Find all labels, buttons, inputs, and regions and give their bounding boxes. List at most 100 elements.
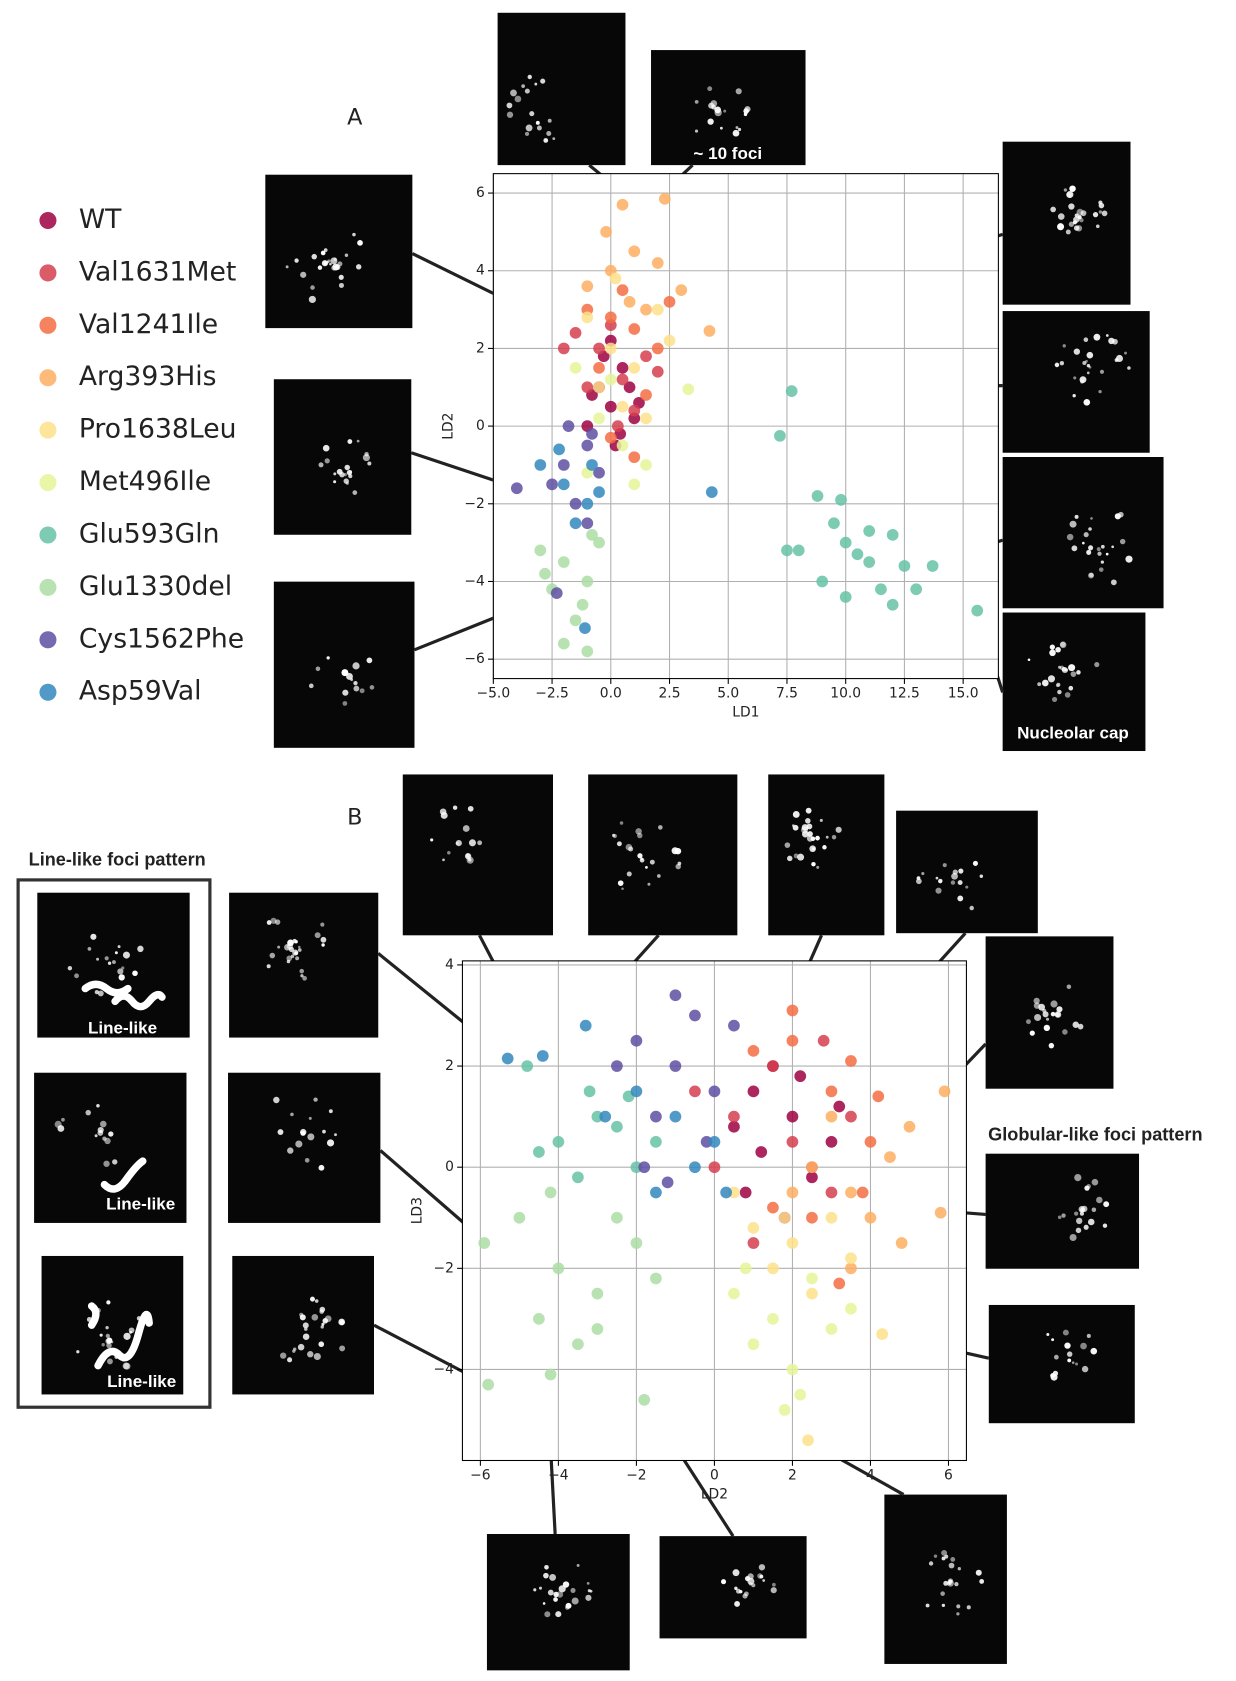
focus-spot [294,951,298,955]
focus-spot [1099,210,1102,213]
focus-spot [1055,363,1060,368]
focus-spot [736,126,739,129]
focus-spot [307,1351,313,1357]
focus-spot [627,871,632,876]
focus-spot [123,1333,130,1340]
focus-spot [108,1131,113,1136]
focus-spot [101,1343,104,1346]
y-tick-label: −4 [433,1361,454,1377]
data-point [935,1207,947,1219]
data-point [514,1212,526,1224]
data-point [600,226,612,238]
focus-spot [1094,662,1099,667]
focus-spot [132,970,138,976]
focus-spot [307,1133,314,1140]
x-tick-label: 6 [944,1467,953,1483]
focus-spot [1111,579,1117,585]
focus-spot [295,956,299,960]
annotation: Globular-like foci pattern [988,1124,1202,1144]
focus-spot [1085,360,1088,363]
focus-spot [771,1587,777,1593]
focus-spot [468,858,471,861]
focus-spot [1030,1031,1035,1036]
data-point [863,556,875,568]
data-point [863,525,875,537]
data-point [662,1177,674,1189]
focus-spot [650,860,655,865]
legend-label: Arg393His [79,361,217,392]
focus-spot [311,1314,318,1321]
focus-spot [555,1611,561,1617]
data-point [728,1111,740,1123]
data-point [709,1136,721,1148]
data-point [570,498,582,510]
focus-spot [305,1158,310,1163]
focus-spot [106,1300,110,1304]
data-point [857,1187,869,1199]
legend-label: Asp59Val [79,676,202,707]
focus-spot [1067,1358,1071,1362]
data-point [704,325,716,337]
focus-spot [1074,225,1079,230]
focus-spot [74,973,79,978]
focus-spot [352,662,359,669]
focus-spot [349,470,352,473]
data-point [592,1323,604,1335]
focus-spot [301,1131,305,1135]
data-point [570,517,582,529]
focus-spot [544,1611,550,1617]
data-point [624,296,636,308]
data-point [748,1237,760,1249]
focus-spot [940,1591,945,1596]
focus-spot [951,880,955,884]
data-point [570,362,582,374]
data-point [640,350,652,362]
focus-spot [129,1327,135,1333]
data-point [521,1060,533,1072]
focus-spot [88,947,92,951]
focus-spot [957,896,963,902]
data-point [748,1045,760,1057]
data-point [826,1085,838,1097]
focus-spot [287,940,294,947]
data-point [682,383,694,395]
data-point [650,1273,662,1285]
focus-spot [440,808,447,815]
data-point [579,622,591,634]
focus-spot [1087,352,1094,359]
focus-spot [612,834,615,837]
focus-spot [370,685,375,690]
micrograph [228,1073,380,1223]
focus-spot [1060,642,1065,647]
data-point [689,1161,701,1173]
data-point [774,430,786,442]
y-tick-label: −2 [433,1260,453,1276]
focus-spot [958,1567,961,1570]
focus-spot [1071,545,1077,551]
focus-spot [287,1147,293,1153]
legend-label: WT [79,204,122,235]
focus-spot [309,296,316,303]
focus-spot [1060,361,1064,365]
data-point [546,479,558,491]
focus-spot [1120,539,1125,544]
data-point [818,1035,830,1047]
focus-spot [309,1117,312,1120]
data-point [610,273,622,285]
x-tick-label: −2.5 [535,685,569,701]
annotation: Nucleolar cap [1017,723,1129,742]
focus-spot [1051,1338,1054,1341]
data-point [617,401,629,413]
data-point [612,420,624,432]
data-point [787,1111,799,1123]
data-point [740,1262,752,1274]
focus-spot [1073,1022,1079,1028]
focus-spot [1064,1342,1070,1348]
focus-spot [1096,1197,1103,1204]
focus-spot [1071,671,1077,677]
data-point [793,545,805,557]
focus-spot [327,656,330,659]
focus-spot [637,853,642,858]
focus-spot [1108,338,1114,344]
data-point [728,1288,740,1300]
